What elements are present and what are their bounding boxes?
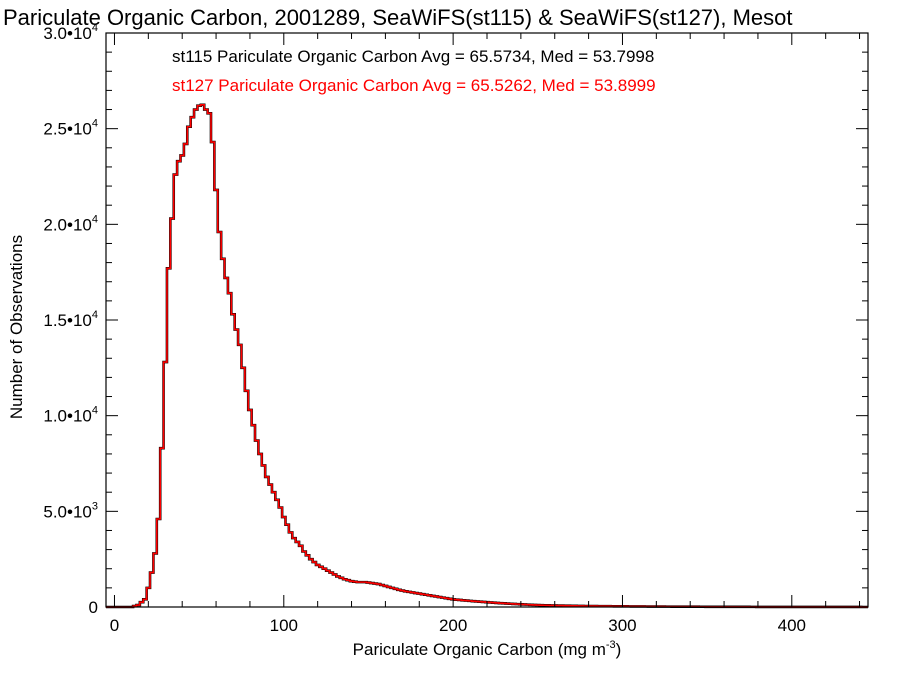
series-line-st115 (106, 103, 868, 609)
x-tick-label: 100 (270, 616, 298, 635)
plot-frame (105, 32, 869, 608)
x-tick-label: 400 (778, 616, 806, 635)
series-layer (106, 103, 868, 609)
x-axis-label: Pariculate Organic Carbon (mg m-3) (353, 639, 622, 659)
y-tick-label: 2.5•104 (43, 118, 98, 139)
y-tick-label: 1.5•104 (43, 309, 98, 330)
y-axis-label: Number of Observations (7, 235, 26, 419)
y-tick-label: 2.0•104 (43, 213, 98, 234)
y-tick-label: 3.0•104 (43, 22, 98, 43)
series-line-st127 (106, 103, 868, 608)
x-tick-label: 300 (608, 616, 636, 635)
y-tick-label: 5.0•103 (43, 500, 98, 521)
chart-title: Pariculate Organic Carbon, 2001289, SeaW… (3, 5, 793, 30)
annotations-layer: st115 Pariculate Organic Carbon Avg = 65… (172, 47, 656, 95)
x-tick-label: 200 (439, 616, 467, 635)
x-axis-label-end: ) (616, 640, 622, 659)
x-axis-label-text: Pariculate Organic Carbon (mg m (353, 640, 606, 659)
y-tick-label: 1.0•104 (43, 405, 98, 426)
y-tick-label: 0 (89, 598, 98, 617)
ticks-layer: 0 100 200 300 400 0 5.0•103 1.0•104 1.5•104 2.0•1… (43, 22, 868, 635)
x-tick-label: 0 (110, 616, 119, 635)
x-axis-label-superscript: -3 (606, 639, 616, 651)
stats-annotation-st127: st127 Pariculate Organic Carbon Avg = 65… (172, 76, 656, 95)
stats-annotation-st115: st115 Pariculate Organic Carbon Avg = 65… (172, 47, 654, 66)
